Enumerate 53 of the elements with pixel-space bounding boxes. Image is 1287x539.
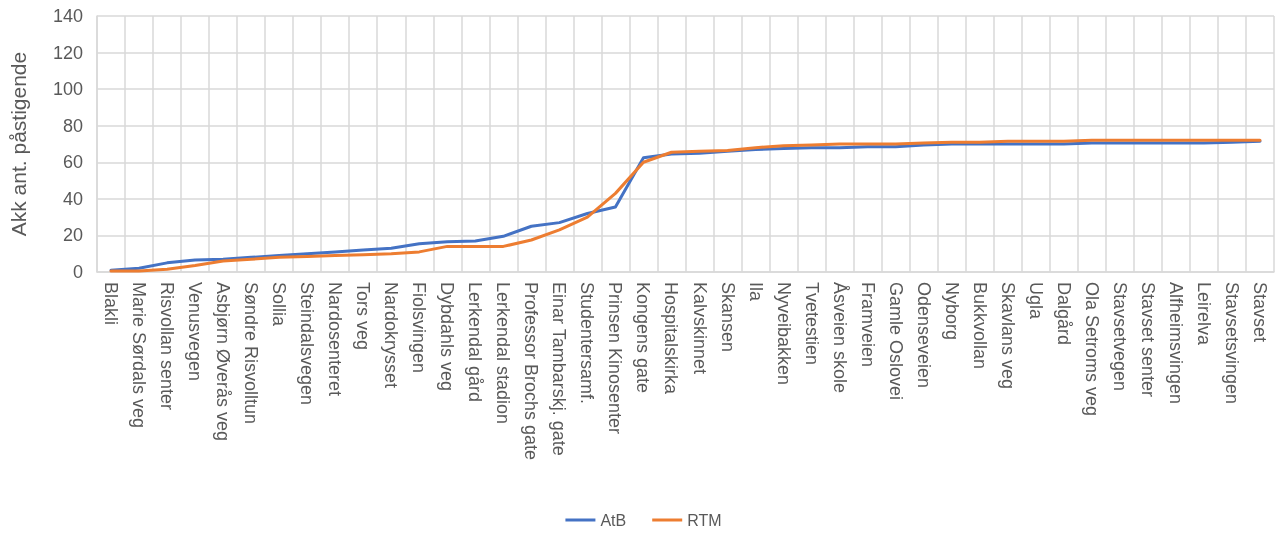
x-tick-label: Ila: [745, 282, 766, 302]
y-tick-label: 0: [72, 262, 83, 282]
legend-label: AtB: [600, 511, 627, 529]
x-tick-label: Einar Tambarskj. gate: [549, 282, 570, 456]
y-tick-label: 80: [62, 115, 83, 136]
x-tick-label: Skansen: [717, 282, 738, 353]
x-tick-label: Dybdahls veg: [437, 282, 458, 392]
x-tick-label: Søndre Risvolltun: [241, 282, 262, 425]
x-tick-label: Nyborg: [941, 282, 962, 341]
x-tick-label: Stavsetvegen: [1109, 282, 1130, 392]
y-tick-label: 120: [52, 42, 83, 63]
x-tick-label: Åsveien skole: [829, 282, 850, 394]
x-tick-label: Stavsetsvingen: [1221, 282, 1242, 405]
x-tick-label: Risvollan senter: [157, 282, 178, 411]
x-tick-label: Stavset senter: [1137, 282, 1158, 398]
x-tick-label: Dalgård: [1053, 282, 1074, 346]
x-tick-label: Nardosenteret: [325, 282, 346, 397]
x-tick-label: Tvetestien: [801, 282, 822, 366]
x-tick-label: Tors veg: [353, 282, 374, 351]
x-tick-label: Prinsen Kinosenter: [605, 282, 626, 435]
x-tick-label: Kalvskinnet: [689, 282, 710, 375]
x-tick-label: Alfheimsvingen: [1165, 282, 1186, 405]
legend-label: RTM: [687, 511, 722, 529]
x-tick-label: Nyveibakken: [773, 282, 794, 386]
y-tick-label: 100: [52, 79, 83, 100]
y-tick-label: 140: [52, 6, 83, 26]
x-tick-label: Ugla: [1025, 282, 1046, 321]
y-tick-label: 40: [62, 188, 83, 209]
x-tick-label: Gamle Oslovei: [885, 282, 906, 401]
x-tick-label: Odenseveien: [913, 282, 934, 389]
x-tick-label: Kongens gate: [633, 282, 654, 394]
x-tick-label: Blakli: [101, 282, 122, 326]
x-tick-label: Fiolsvingen: [409, 282, 430, 374]
x-tick-label: Hospitalskirka: [661, 282, 682, 396]
x-tick-label: Studentersamf.: [577, 282, 598, 405]
x-tick-label: Sollia: [269, 282, 290, 328]
x-tick-label: Steindalsvegen: [297, 282, 318, 406]
x-tick-label: Marie Sørdals veg: [129, 282, 150, 429]
x-tick-label: Framveien: [857, 282, 878, 368]
x-tick-label: Ola Setroms veg: [1081, 282, 1102, 417]
y-tick-label: 60: [62, 152, 83, 173]
y-axis-title: Akk ant. påstigende: [7, 51, 30, 237]
x-tick-label: Bukkvollan: [969, 282, 990, 370]
x-tick-label: Lerkendal stadion: [493, 282, 514, 425]
x-tick-label: Asbjørn Øverås veg: [213, 282, 234, 442]
y-tick-label: 20: [62, 225, 83, 246]
x-tick-label: Stavset: [1249, 282, 1270, 343]
x-tick-label: Venusvegen: [185, 282, 206, 382]
x-tick-label: Skavlans veg: [997, 282, 1018, 390]
x-tick-label: Professor Brochs gate: [521, 282, 542, 461]
x-tick-label: Nardokrysset: [381, 282, 402, 389]
x-tick-label: Lerkendal gård: [465, 282, 486, 403]
x-tick-label: Leirelva: [1193, 282, 1214, 347]
